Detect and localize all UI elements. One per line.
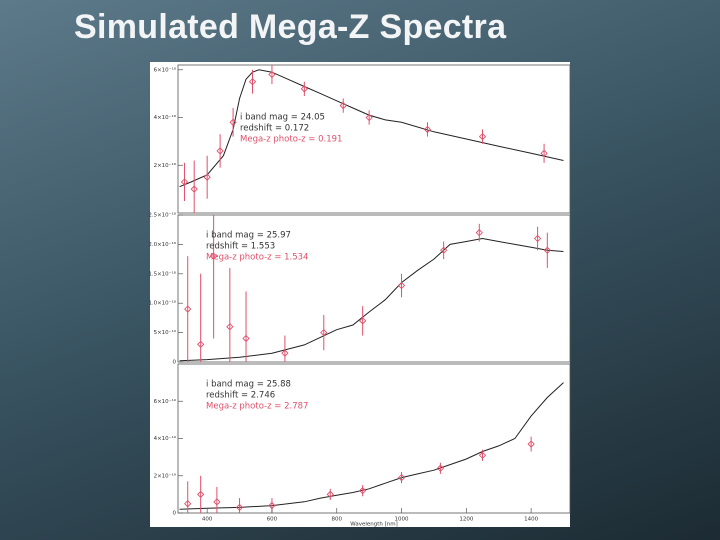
photometry-point [397, 281, 406, 290]
photometry-point [248, 78, 257, 86]
photometry-point [533, 234, 542, 243]
x-tick-label: 1200 [459, 517, 473, 523]
y-tick-label: 4×10⁻¹⁸ [154, 114, 177, 121]
plot-frame [177, 214, 571, 363]
slide-title: Simulated Mega-Z Spectra [74, 8, 507, 46]
photometry-point [436, 464, 445, 472]
photometry-point [339, 101, 347, 110]
photometry-point [397, 473, 406, 482]
annotation: redshift = 0.172 [240, 124, 309, 134]
y-tick-label: 4×10⁻¹⁹ [154, 435, 176, 442]
photometry-point [226, 323, 234, 331]
photometry-point [475, 229, 483, 237]
photometry-point [216, 147, 224, 155]
photometry-point [440, 246, 448, 254]
plot-area [179, 215, 564, 362]
annotation: redshift = 2.746 [206, 391, 275, 401]
plot-frame [177, 64, 571, 214]
annotation: i band mag = 24.05 [240, 113, 325, 123]
photometry-point [190, 185, 198, 193]
annotation: i band mag = 25.88 [206, 380, 291, 390]
photometry-point [235, 503, 244, 512]
photometry-point [242, 334, 250, 343]
y-tick-label: 6×10⁻¹⁸ [154, 66, 177, 73]
photometry-point [197, 490, 205, 499]
x-tick-label: 600 [267, 517, 278, 523]
photometry-point [268, 70, 276, 79]
photometry-point [281, 349, 289, 357]
photometry-point [365, 113, 373, 122]
photometry-point [197, 340, 205, 348]
y-tick-label: 0 [173, 360, 177, 366]
annotation: i band mag = 25.97 [206, 231, 291, 241]
annotation: redshift = 1.553 [206, 242, 275, 252]
photometry-point [209, 252, 218, 260]
x-tick-label: 400 [202, 517, 213, 523]
annotation: Mega-z photo-z = 2.787 [206, 402, 308, 412]
plot-area [179, 65, 564, 213]
photometry-point [300, 85, 308, 93]
annotation: Mega-z photo-z = 0.191 [240, 135, 342, 145]
photometry-point [540, 149, 548, 157]
annotation: Mega-z photo-z = 1.534 [206, 253, 308, 263]
x-tick-label: 1400 [524, 517, 538, 523]
x-axis-label: Wavelength [nm] [350, 522, 398, 528]
photometry-point [229, 118, 237, 126]
figure-background [150, 62, 570, 527]
y-tick-label: 1.0×10⁻¹⁸ [148, 300, 176, 307]
photometry-point [359, 487, 367, 495]
photometry-point [359, 317, 367, 325]
photometry-point [423, 125, 432, 134]
y-tick-label: 6×10⁻¹⁹ [154, 398, 176, 405]
x-tick-label: 1000 [395, 517, 409, 523]
photometry-point [543, 246, 551, 254]
photometry-point [180, 178, 189, 186]
photometry-point [326, 490, 334, 499]
photometry-point [478, 451, 487, 459]
photometry-point [478, 132, 487, 141]
y-tick-label: 2.5×10⁻¹⁸ [148, 212, 176, 219]
photometry-point [184, 500, 192, 508]
photometry-point [320, 328, 328, 337]
y-tick-label: 1.5×10⁻¹⁸ [148, 270, 176, 277]
y-tick-label: 2.0×10⁻¹⁸ [148, 241, 176, 248]
photometry-point [213, 498, 221, 506]
y-tick-label: 0 [173, 511, 177, 517]
y-tick-label: 5×10⁻¹⁹ [154, 329, 176, 336]
y-tick-label: 2×10⁻¹⁸ [154, 162, 177, 169]
y-tick-label: 2×10⁻¹⁹ [154, 472, 176, 479]
x-tick-label: 800 [331, 517, 342, 523]
photometry-point [184, 305, 192, 313]
photometry-point [203, 173, 211, 181]
photometry-point [527, 440, 535, 448]
